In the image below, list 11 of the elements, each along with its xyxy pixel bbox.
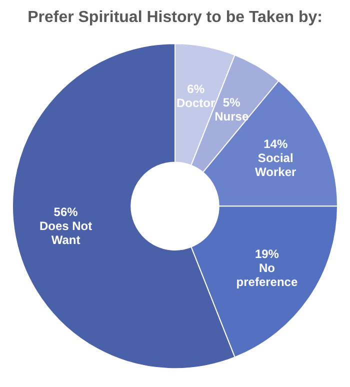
chart-title: Prefer Spiritual History to be Taken by: bbox=[28, 9, 322, 26]
data-label: 6% bbox=[187, 82, 205, 96]
slice-label: No preference bbox=[236, 260, 298, 289]
data-label: 19% bbox=[254, 246, 280, 261]
slice-label: Nurse bbox=[214, 110, 249, 124]
slice-label: Doctor bbox=[176, 96, 216, 110]
slice-label: Does Not Want bbox=[39, 219, 92, 248]
data-label: 5% bbox=[222, 96, 241, 110]
data-label: 14% bbox=[264, 137, 288, 152]
data-label: 56% bbox=[54, 205, 78, 220]
slice-label: Social Worker bbox=[255, 151, 296, 180]
